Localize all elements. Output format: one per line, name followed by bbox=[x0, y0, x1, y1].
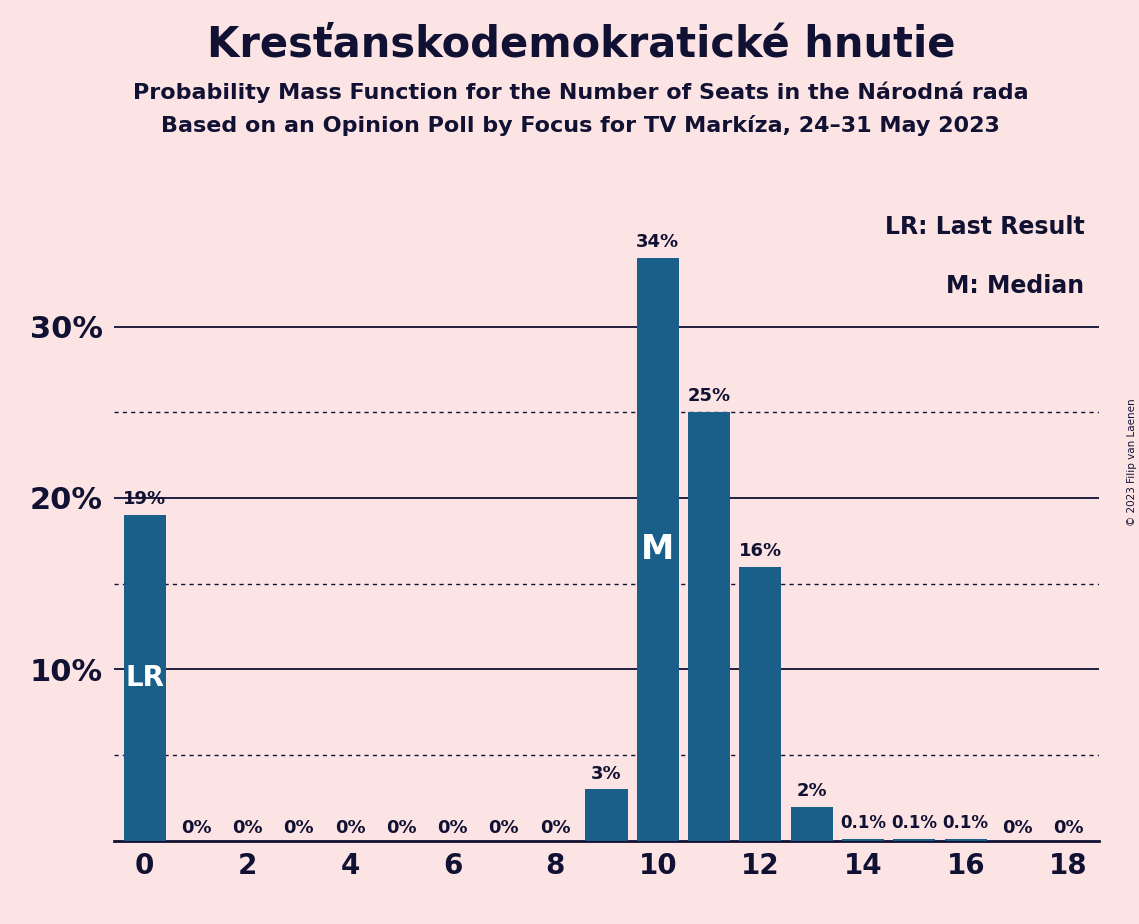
Text: 16%: 16% bbox=[739, 541, 782, 560]
Text: 0%: 0% bbox=[1001, 820, 1032, 837]
Bar bbox=[842, 839, 884, 841]
Text: M: Median: M: Median bbox=[947, 274, 1084, 298]
Text: 0%: 0% bbox=[335, 820, 366, 837]
Text: 0.1%: 0.1% bbox=[841, 814, 886, 833]
Bar bbox=[893, 839, 935, 841]
Text: 0%: 0% bbox=[437, 820, 468, 837]
Bar bbox=[637, 258, 679, 841]
Text: 0.1%: 0.1% bbox=[943, 814, 989, 833]
Text: 0%: 0% bbox=[489, 820, 519, 837]
Text: Based on an Opinion Poll by Focus for TV Markíza, 24–31 May 2023: Based on an Opinion Poll by Focus for TV… bbox=[162, 116, 1000, 137]
Bar bbox=[790, 807, 833, 841]
Text: 0%: 0% bbox=[1054, 820, 1083, 837]
Bar bbox=[124, 516, 166, 841]
Text: 0%: 0% bbox=[386, 820, 417, 837]
Text: Kresťanskodemokratické hnutie: Kresťanskodemokratické hnutie bbox=[206, 23, 956, 65]
Text: 19%: 19% bbox=[123, 491, 166, 508]
Text: LR: LR bbox=[125, 664, 164, 692]
Bar bbox=[688, 412, 730, 841]
Text: 25%: 25% bbox=[688, 387, 731, 406]
Bar bbox=[585, 789, 628, 841]
Bar bbox=[739, 566, 781, 841]
Text: LR: Last Result: LR: Last Result bbox=[885, 215, 1084, 239]
Text: 0%: 0% bbox=[540, 820, 571, 837]
Text: 0%: 0% bbox=[284, 820, 314, 837]
Text: 0%: 0% bbox=[232, 820, 263, 837]
Text: 34%: 34% bbox=[637, 233, 679, 251]
Text: 0%: 0% bbox=[181, 820, 212, 837]
Text: © 2023 Filip van Laenen: © 2023 Filip van Laenen bbox=[1126, 398, 1137, 526]
Text: 3%: 3% bbox=[591, 764, 622, 783]
Text: 2%: 2% bbox=[796, 782, 827, 799]
Text: Probability Mass Function for the Number of Seats in the Národná rada: Probability Mass Function for the Number… bbox=[133, 81, 1029, 103]
Text: M: M bbox=[641, 533, 674, 565]
Bar bbox=[944, 839, 986, 841]
Text: 0.1%: 0.1% bbox=[892, 814, 937, 833]
